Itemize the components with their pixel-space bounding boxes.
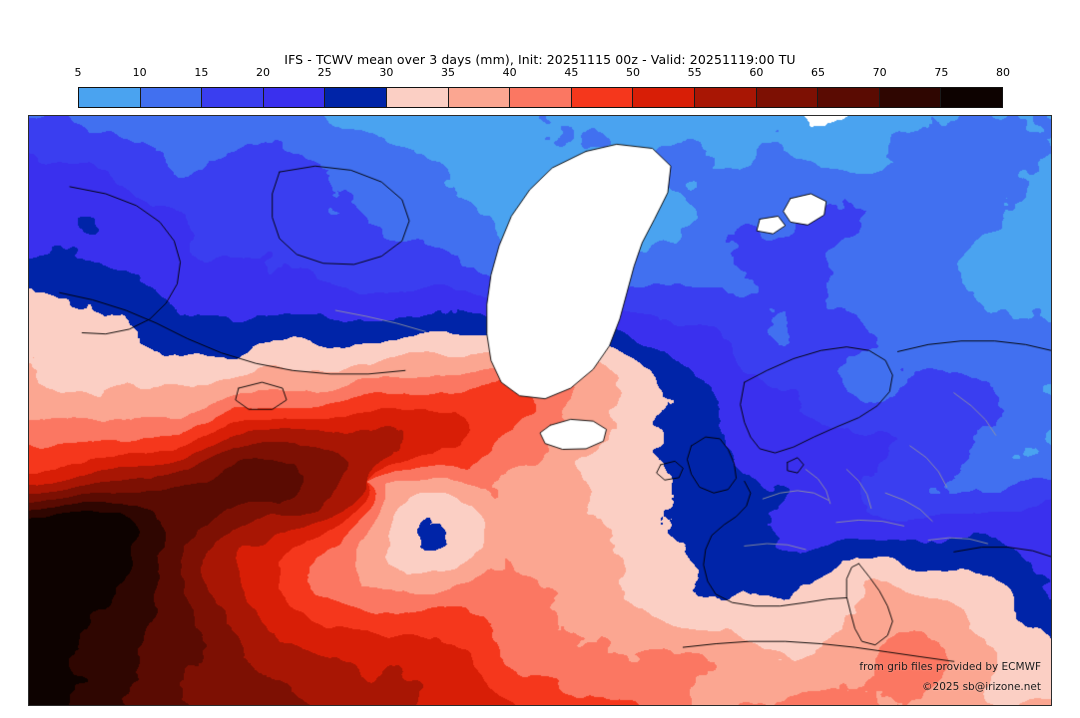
colorbar-segment: [510, 88, 572, 107]
colorbar-segment: [79, 88, 141, 107]
map-panel[interactable]: from grib files provided by ECMWF ©2025 …: [28, 115, 1052, 706]
colorbar-tick-labels: 5 10 15 20 25 30 35 40 45 50 55 60 65 70 75 80: [0, 66, 1080, 82]
colorbar-tick-65: 65: [811, 66, 825, 79]
tcwv-contour-map[interactable]: [29, 116, 1051, 705]
colorbar-segment: [140, 88, 203, 107]
colorbar-segment: [571, 88, 634, 107]
colorbar-tick-5: 5: [74, 66, 82, 79]
colorbar-segment: [941, 88, 1002, 107]
colorbar-tick-60: 60: [749, 66, 764, 79]
colorbar-tick-15: 15: [194, 66, 209, 79]
colorbar-segment: [202, 88, 264, 107]
colorbar-segment: [633, 88, 695, 107]
colorbar-tick-25: 25: [317, 66, 332, 79]
colorbar-tick-80: 80: [996, 66, 1010, 79]
colorbar-segment: [325, 88, 387, 107]
colorbar-segment: [386, 88, 449, 107]
colorbar-segment: [448, 88, 511, 107]
page-title: IFS - TCWV mean over 3 days (mm), Init: …: [284, 52, 796, 67]
colorbar-tick-30: 30: [379, 66, 394, 79]
colorbar-tick-50: 50: [626, 66, 640, 79]
colorbar-tick-35: 35: [441, 66, 455, 79]
colorbar-segment: [756, 88, 819, 107]
colorbar-tick-55: 55: [687, 66, 702, 79]
colorbar-segment: [879, 88, 942, 107]
colorbar-segments: [78, 87, 1003, 108]
colorbar-tick-40: 40: [502, 66, 517, 79]
colorbar-tick-20: 20: [256, 66, 270, 79]
colorbar-tick-75: 75: [934, 66, 949, 79]
colorbar: [78, 87, 1003, 108]
copyright-credit: ©2025 sb@irizone.net: [922, 681, 1041, 693]
colorbar-segment: [263, 88, 326, 107]
colorbar-segment: [694, 88, 757, 107]
colorbar-tick-10: 10: [132, 66, 147, 79]
colorbar-tick-45: 45: [564, 66, 579, 79]
data-source-credit: from grib files provided by ECMWF: [859, 661, 1041, 673]
colorbar-tick-70: 70: [872, 66, 887, 79]
colorbar-segment: [818, 88, 880, 107]
